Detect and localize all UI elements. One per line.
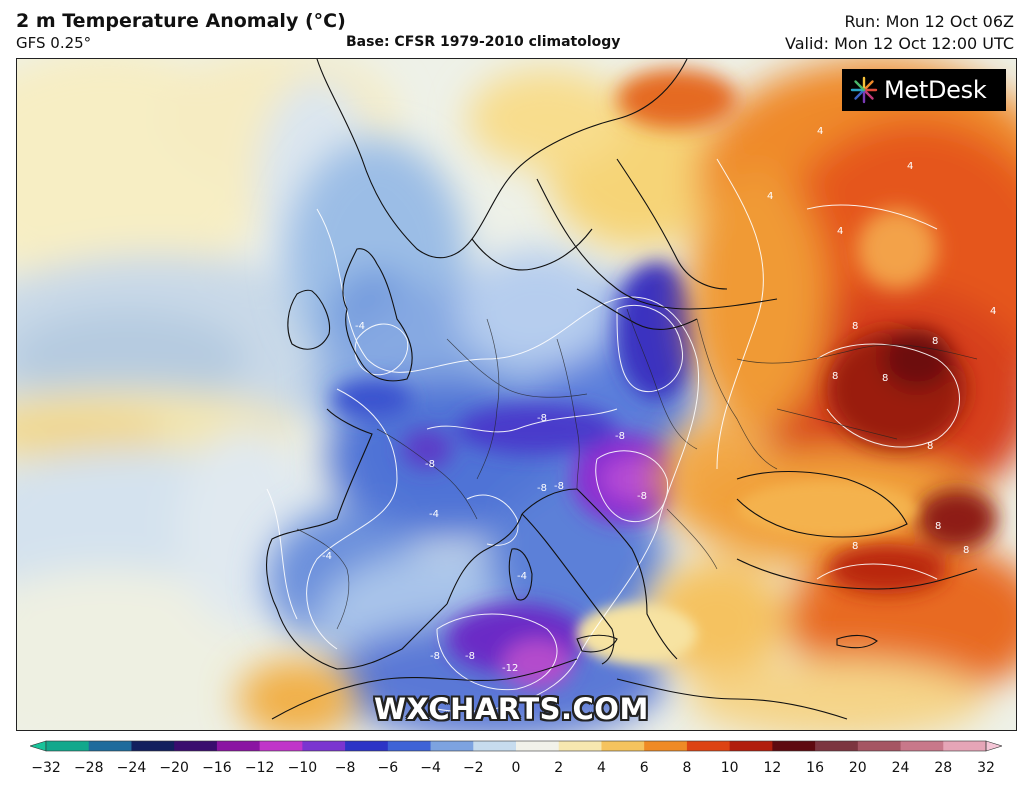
country-borders bbox=[296, 308, 978, 630]
color-scale-max-arrow bbox=[985, 740, 1002, 752]
color-scale-segment bbox=[345, 741, 389, 751]
color-scale-tick-label: −28 bbox=[73, 760, 104, 776]
color-scale-tick-label: −12 bbox=[244, 760, 275, 776]
contour-label: 4 bbox=[817, 126, 823, 137]
model-label: GFS 0.25° bbox=[16, 34, 92, 52]
color-scale-bar bbox=[30, 740, 1002, 752]
color-scale-tick-label: 24 bbox=[891, 760, 910, 776]
color-scale-segment bbox=[943, 741, 987, 751]
color-scale-segment bbox=[131, 741, 175, 751]
contour-label: -8 bbox=[537, 413, 547, 424]
contour-label: -4 bbox=[517, 571, 527, 582]
contour-label-group: 4 4 4 4 8 8 8 8 8 -8 -8 -8 -8 -8 -4 -4 -4 -4 -12 -8 4 -8 -8 8 8 8 bbox=[322, 126, 996, 674]
color-scale-segment bbox=[174, 741, 218, 751]
color-scale-tick-label: 4 bbox=[596, 760, 606, 776]
color-scale-segment bbox=[857, 741, 902, 751]
metdesk-logo-text: MetDesk bbox=[884, 76, 987, 104]
color-scale-tick-label: 16 bbox=[806, 760, 824, 776]
color-scale-tick-label: 0 bbox=[511, 760, 521, 776]
contour-label: 8 bbox=[935, 521, 941, 532]
color-scale-min-arrow bbox=[30, 740, 47, 752]
color-scale-tick-label: 10 bbox=[720, 760, 739, 776]
color-scale-tick-label: −2 bbox=[462, 760, 484, 776]
contour-label: -12 bbox=[502, 663, 518, 674]
contour-label: 8 bbox=[963, 545, 969, 556]
contour-label: -8 bbox=[537, 483, 547, 494]
contour-label: -8 bbox=[430, 651, 440, 662]
contour-label: -4 bbox=[355, 321, 365, 332]
contour-label: 8 bbox=[832, 371, 838, 382]
color-scale-segment bbox=[558, 741, 602, 751]
contour-label: 8 bbox=[927, 441, 933, 452]
metdesk-logo: MetDesk bbox=[842, 69, 1006, 111]
color-scale-tick-label: 20 bbox=[848, 760, 867, 776]
contour-label: 4 bbox=[837, 226, 843, 237]
contour-label: 4 bbox=[907, 161, 913, 172]
contour-label: 8 bbox=[852, 321, 858, 332]
valid-time-label: Valid: Mon 12 Oct 12:00 UTC bbox=[785, 34, 1014, 53]
color-scale-segment bbox=[815, 741, 859, 751]
color-scale-segment bbox=[46, 741, 90, 751]
color-scale-tick-label: −6 bbox=[377, 760, 399, 776]
color-scale-tick-label: 2 bbox=[554, 760, 564, 776]
color-scale-tick-label: −10 bbox=[287, 760, 318, 776]
contour-label: -8 bbox=[425, 459, 435, 470]
color-scale-tick-label: −20 bbox=[159, 760, 189, 776]
color-scale-segment bbox=[387, 741, 432, 751]
color-scale-segment bbox=[772, 741, 816, 751]
color-scale-tick-label: −8 bbox=[334, 760, 356, 776]
climatology-base-label: Base: CFSR 1979-2010 climatology bbox=[346, 34, 621, 50]
contour-label: -8 bbox=[554, 481, 564, 492]
run-time-label: Run: Mon 12 Oct 06Z bbox=[844, 12, 1015, 31]
color-scale-segment bbox=[216, 741, 261, 751]
contour-lines bbox=[266, 158, 960, 713]
color-scale-tick-label: −24 bbox=[116, 760, 147, 776]
color-scale-segment bbox=[900, 741, 944, 751]
color-scale-segment bbox=[601, 741, 645, 751]
anomaly-map: 4 4 4 4 8 8 8 8 8 -8 -8 -8 -8 -8 -4 -4 -4 -4 -12 -8 4 -8 -8 8 8 8 bbox=[17, 59, 1016, 730]
contour-label: 4 bbox=[990, 306, 996, 317]
color-scale-tick-label: 12 bbox=[763, 760, 782, 776]
contour-label: 8 bbox=[932, 336, 938, 347]
chart-title: 2 m Temperature Anomaly (°C) bbox=[16, 10, 346, 32]
contour-label: -8 bbox=[637, 491, 647, 502]
starburst-logo-icon bbox=[850, 76, 878, 104]
color-scale-segment bbox=[430, 741, 474, 751]
anomaly-field bbox=[17, 59, 1016, 730]
color-scale-segment bbox=[686, 741, 731, 751]
color-scale-tick-label: −4 bbox=[420, 760, 441, 776]
contour-label: -8 bbox=[465, 651, 475, 662]
color-scale-segment bbox=[259, 741, 303, 751]
contour-label: -8 bbox=[615, 431, 625, 442]
color-scale-segment bbox=[88, 741, 132, 751]
wxcharts-watermark: WXCHARTS.COM bbox=[374, 692, 649, 726]
color-scale-segment bbox=[302, 741, 346, 751]
color-scale-tick-label: 28 bbox=[934, 760, 953, 776]
contour-label: -4 bbox=[429, 509, 439, 520]
color-scale-tick-label: 6 bbox=[639, 760, 649, 776]
color-scale-tick-label: −16 bbox=[202, 760, 232, 776]
color-scale-segment bbox=[473, 741, 517, 751]
contour-label: -4 bbox=[322, 551, 332, 562]
color-scale-tick-label: 32 bbox=[977, 760, 995, 776]
map-panel: 4 4 4 4 8 8 8 8 8 -8 -8 -8 -8 -8 -4 -4 -4 -4 -12 -8 4 -8 -8 8 8 8… bbox=[16, 58, 1017, 731]
color-scale-segment bbox=[729, 741, 773, 751]
color-scale-segment bbox=[644, 741, 688, 751]
contour-label: 8 bbox=[882, 373, 888, 384]
color-scale-tick-label: 8 bbox=[682, 760, 692, 776]
contour-label: 8 bbox=[852, 541, 858, 552]
color-scale-tick-label: −32 bbox=[31, 760, 61, 776]
contour-label: 4 bbox=[767, 191, 773, 202]
color-scale-segment bbox=[516, 741, 560, 751]
coastlines bbox=[266, 59, 978, 720]
